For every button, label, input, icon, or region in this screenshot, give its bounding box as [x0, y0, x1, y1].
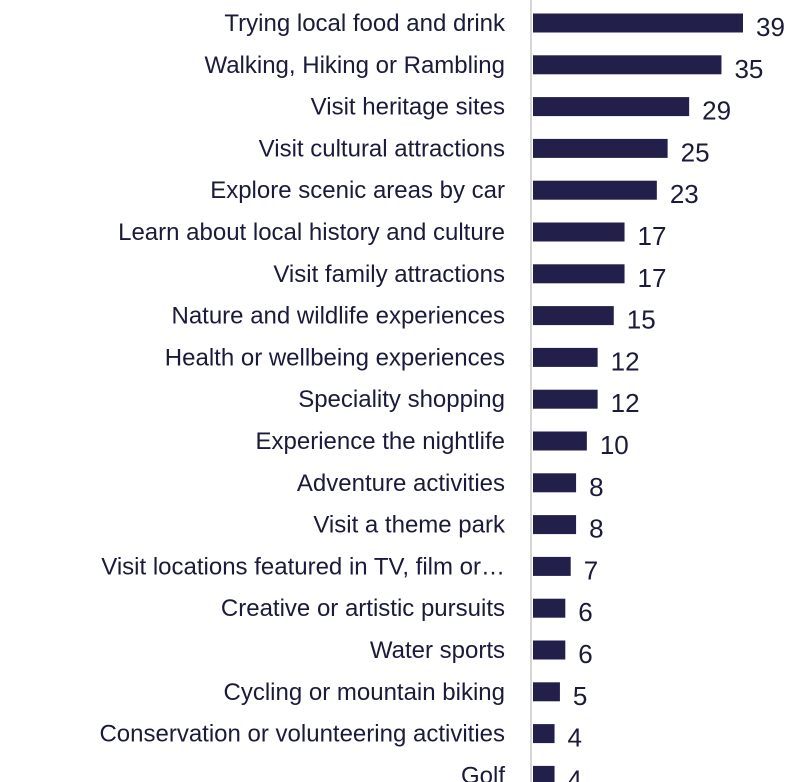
category-label-12: Adventure activities: [297, 470, 505, 497]
bar-9: [533, 347, 598, 367]
category-label-15: Creative or artistic pursuits: [221, 595, 505, 622]
bar-18: [533, 724, 555, 744]
bar-13: [533, 515, 577, 535]
bar-19: [533, 765, 555, 782]
bars-group: [533, 13, 743, 782]
bar-17: [533, 682, 560, 702]
value-label-8: 15: [627, 305, 656, 335]
value-label-2: 35: [734, 54, 763, 84]
category-label-16: Water sports: [370, 637, 505, 664]
bar-15: [533, 598, 566, 618]
value-label-15: 6: [578, 597, 592, 627]
value-label-19: 4: [568, 764, 582, 782]
category-label-18: Conservation or volunteering activities: [99, 721, 505, 748]
bar-8: [533, 306, 614, 326]
category-label-10: Speciality shopping: [298, 386, 505, 413]
bar-12: [533, 473, 577, 493]
value-label-1: 39: [756, 12, 785, 42]
category-label-6: Learn about local history and culture: [118, 219, 505, 246]
category-label-13: Visit a theme park: [313, 512, 506, 539]
category-label-2: Walking, Hiking or Rambling: [204, 52, 505, 79]
value-label-18: 4: [568, 723, 582, 753]
value-label-3: 29: [702, 96, 731, 126]
category-label-19: Golf: [461, 762, 505, 782]
bar-5: [533, 180, 657, 200]
category-label-8: Nature and wildlife experiences: [171, 303, 505, 330]
value-label-10: 12: [611, 388, 640, 418]
value-label-4: 25: [681, 137, 710, 167]
value-label-11: 10: [600, 430, 629, 460]
value-label-9: 12: [611, 346, 640, 376]
category-labels-group: Trying local food and drink Walking, Hiki…: [99, 10, 506, 782]
category-label-5: Explore scenic areas by car: [210, 177, 505, 204]
value-label-12: 8: [589, 472, 603, 502]
value-label-13: 8: [589, 514, 603, 544]
category-label-3: Visit heritage sites: [311, 94, 505, 121]
bar-6: [533, 222, 625, 242]
bar-11: [533, 431, 587, 451]
category-label-11: Experience the nightlife: [256, 428, 506, 455]
bar-7: [533, 264, 625, 284]
category-label-4: Visit cultural attractions: [259, 135, 505, 162]
category-label-1: Trying local food and drink: [224, 10, 506, 37]
bar-2: [533, 55, 722, 75]
bar-10: [533, 389, 598, 409]
category-label-14: Visit locations featured in TV, film or…: [101, 553, 505, 580]
bar-14: [533, 556, 571, 576]
value-label-6: 17: [638, 221, 667, 251]
value-label-14: 7: [584, 555, 598, 585]
value-label-17: 5: [573, 681, 587, 711]
bar-1: [533, 13, 743, 33]
value-label-7: 17: [638, 263, 667, 293]
bar-3: [533, 97, 690, 117]
value-label-5: 23: [670, 179, 699, 209]
value-label-16: 6: [578, 639, 592, 669]
category-label-17: Cycling or mountain biking: [224, 679, 505, 706]
category-label-7: Visit family attractions: [273, 261, 505, 288]
category-label-9: Health or wellbeing experiences: [165, 344, 505, 371]
bar-4: [533, 138, 668, 158]
bar-16: [533, 640, 566, 660]
